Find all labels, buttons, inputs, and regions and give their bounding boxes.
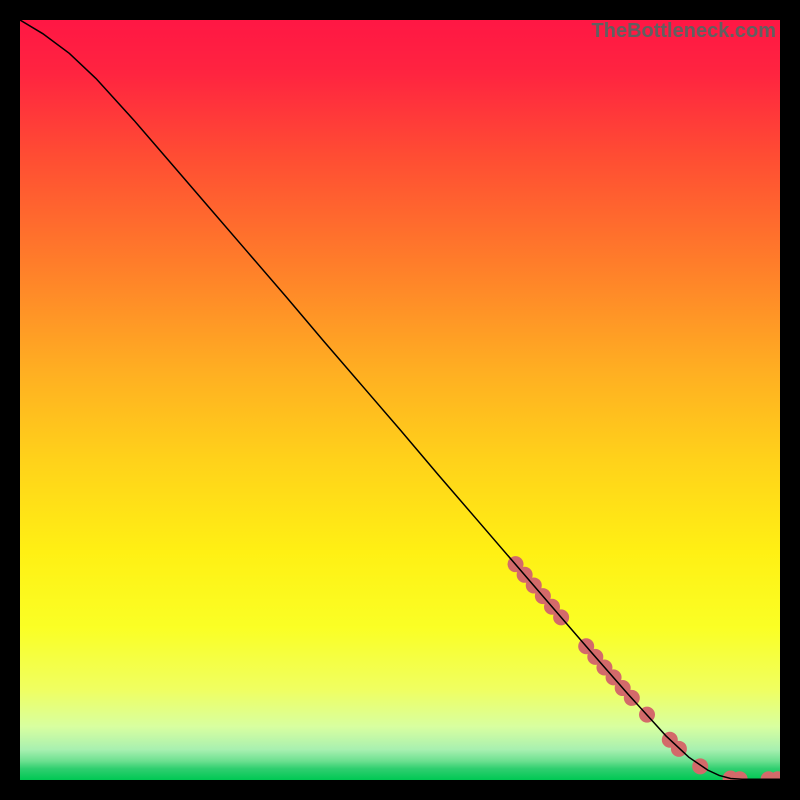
attribution-text: TheBottleneck.com xyxy=(592,20,776,43)
gradient-background xyxy=(20,20,780,780)
plot-area: TheBottleneck.com xyxy=(20,20,780,780)
